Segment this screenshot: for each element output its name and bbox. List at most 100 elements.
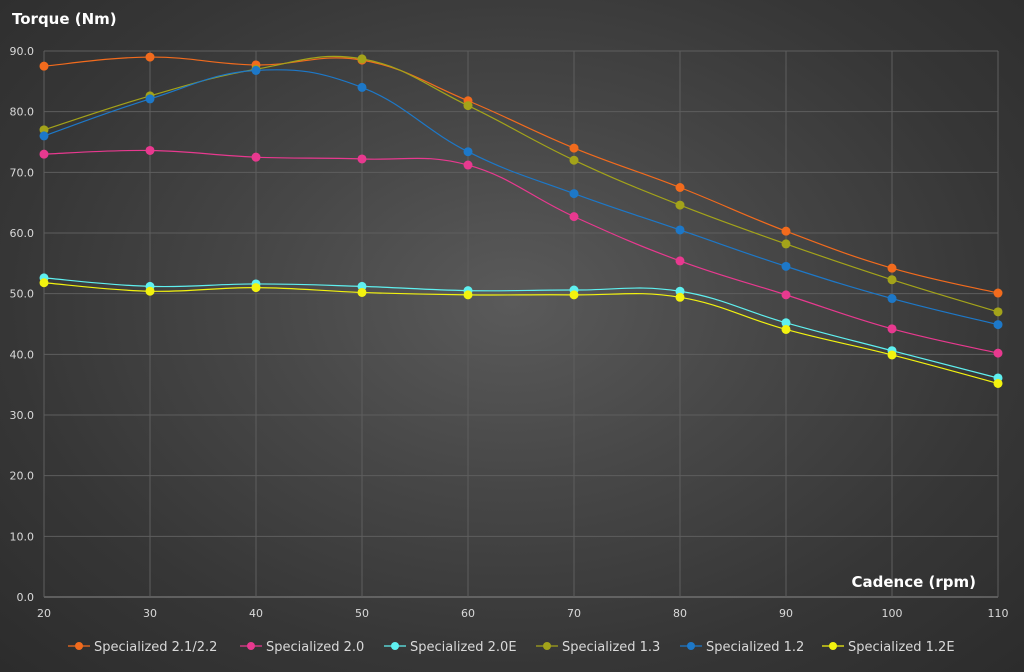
data-point (145, 145, 155, 155)
data-point (39, 278, 49, 288)
data-point (675, 292, 685, 302)
x-axis-title: Cadence (rpm) (852, 573, 976, 591)
y-tick-label: 80.0 (10, 106, 35, 119)
data-point (569, 143, 579, 153)
data-point (781, 290, 791, 300)
legend-item: Specialized 2.0 (240, 640, 364, 655)
data-point (357, 54, 367, 64)
x-tick-label: 70 (567, 607, 581, 620)
y-tick-label: 30.0 (10, 409, 35, 422)
data-point (887, 275, 897, 285)
data-point (887, 350, 897, 360)
series-4 (39, 54, 1003, 317)
legend-swatch-marker (543, 642, 551, 650)
y-tick-label: 40.0 (10, 348, 35, 361)
x-tick-label: 40 (249, 607, 263, 620)
data-point (463, 290, 473, 300)
data-point (993, 348, 1003, 358)
data-point (887, 324, 897, 334)
legend-item: Specialized 1.3 (536, 640, 660, 655)
series-line (43, 149, 999, 354)
x-tick-label: 110 (988, 607, 1009, 620)
x-tick-label: 30 (143, 607, 157, 620)
data-point (675, 225, 685, 235)
legend-item: Specialized 1.2E (822, 640, 955, 655)
data-point (251, 152, 261, 162)
y-tick-label: 50.0 (10, 288, 35, 301)
x-tick-label: 90 (779, 607, 793, 620)
legend-label: Specialized 1.2 (706, 640, 804, 655)
y-tick-label: 20.0 (10, 470, 35, 483)
legend-swatch-marker (247, 642, 255, 650)
series-6 (39, 278, 1003, 388)
legend-label: Specialized 2.0E (410, 640, 517, 655)
legend-label: Specialized 1.2E (848, 640, 955, 655)
series-line (43, 282, 999, 385)
x-tick-label: 100 (882, 607, 903, 620)
series-line (43, 69, 999, 326)
y-tick-label: 0.0 (17, 591, 35, 604)
legend-item: Specialized 2.1/2.2 (68, 640, 217, 655)
data-point (569, 212, 579, 222)
series-5 (39, 65, 1003, 330)
legend-swatch-marker (829, 642, 837, 650)
legend-item: Specialized 2.0E (384, 640, 517, 655)
x-tick-label: 50 (355, 607, 369, 620)
data-point (39, 149, 49, 159)
data-point (39, 131, 49, 141)
data-point (781, 226, 791, 236)
data-point (569, 290, 579, 300)
y-tick-label: 60.0 (10, 227, 35, 240)
legend-label: Specialized 1.3 (562, 640, 660, 655)
data-point (781, 318, 791, 328)
data-point (145, 286, 155, 296)
data-point (993, 320, 1003, 330)
data-point (781, 261, 791, 271)
y-tick-label: 70.0 (10, 166, 35, 179)
data-point (781, 239, 791, 249)
y-tick-label: 10.0 (10, 530, 35, 543)
series-line (43, 277, 999, 379)
x-tick-label: 60 (461, 607, 475, 620)
data-point (887, 263, 897, 273)
legend-item: Specialized 1.2 (680, 640, 804, 655)
data-point (463, 147, 473, 157)
data-point (675, 256, 685, 266)
legend-label: Specialized 2.1/2.2 (94, 640, 217, 655)
legend-swatch-marker (687, 642, 695, 650)
data-point (993, 307, 1003, 317)
series-2 (39, 145, 1003, 358)
data-point (463, 160, 473, 170)
data-point (463, 101, 473, 111)
axes: 0.0 10.0 20.0 30.0 40.0 50.0 60.0 70.0 80.0 90.0 2… (10, 45, 1009, 620)
data-point (781, 324, 791, 334)
y-axis-title: Torque (Nm) (12, 10, 117, 28)
data-point (145, 52, 155, 62)
data-point (251, 283, 261, 293)
data-point (569, 155, 579, 165)
data-point (993, 288, 1003, 298)
y-tick-label: 90.0 (10, 45, 35, 58)
data-point (569, 189, 579, 199)
legend-label: Specialized 2.0 (266, 640, 364, 655)
data-point (993, 378, 1003, 388)
series-line (43, 55, 999, 313)
x-tick-label: 20 (37, 607, 51, 620)
series-3 (39, 273, 1003, 383)
data-point (887, 294, 897, 304)
data-point (145, 94, 155, 104)
legend-swatch-marker (75, 642, 83, 650)
legend: Specialized 2.1/2.2 Specialized 2.0 Specia… (68, 640, 955, 655)
data-point (251, 65, 261, 75)
data-point (675, 183, 685, 192)
legend-swatch-marker (391, 642, 399, 650)
data-point (357, 154, 367, 164)
data-point (675, 200, 685, 210)
data-point (39, 61, 49, 71)
data-point (357, 287, 367, 297)
x-tick-label: 80 (673, 607, 687, 620)
series-line (43, 56, 999, 294)
data-point (357, 82, 367, 92)
